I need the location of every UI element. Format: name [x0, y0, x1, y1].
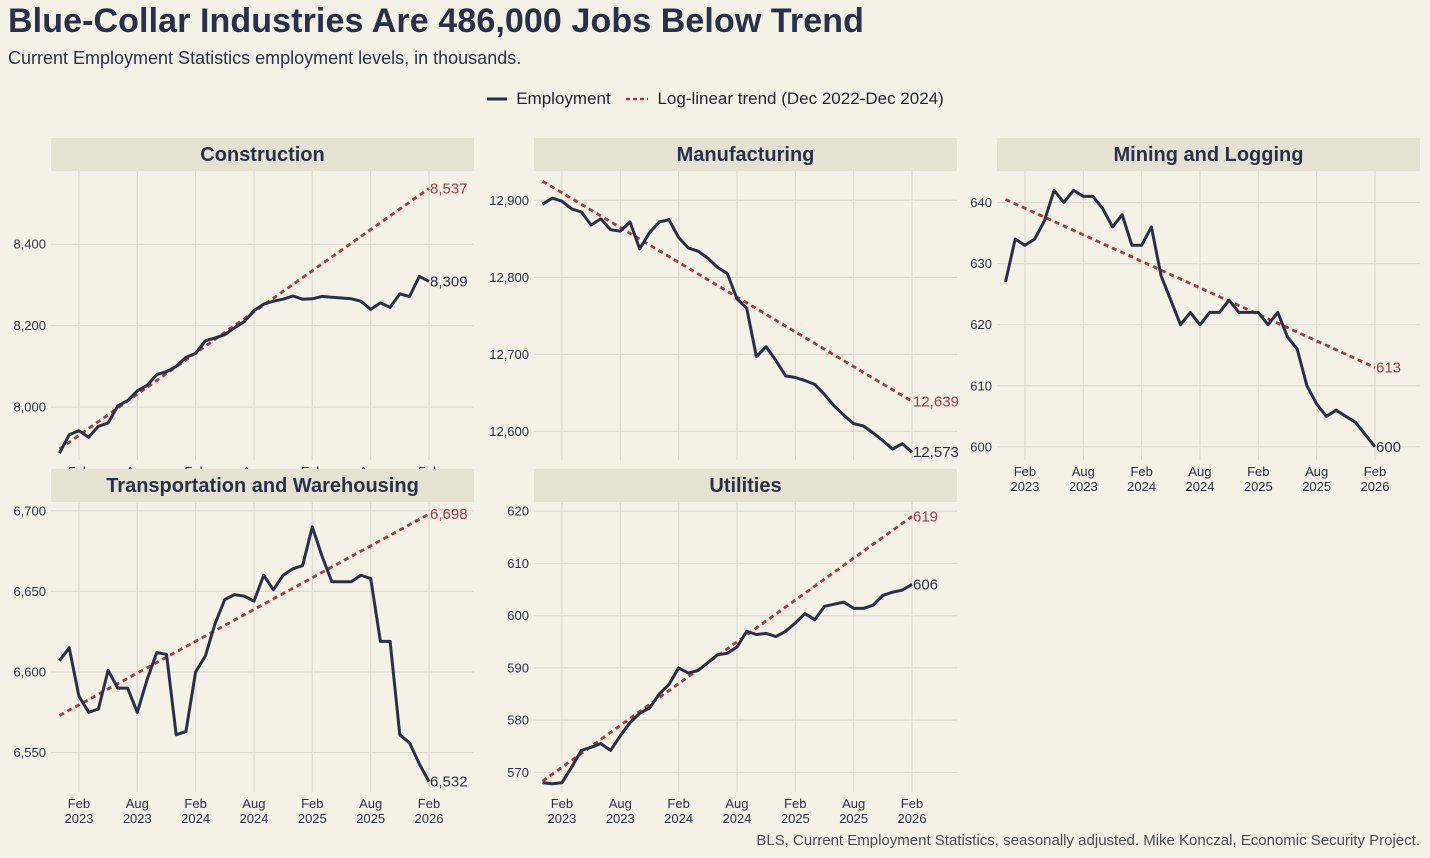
employment-line: [1004, 188, 1377, 448]
y-tick-label: 6,600: [13, 664, 46, 679]
legend-item-trend: Log-linear trend (Dec 2022-Dec 2024): [625, 89, 944, 109]
y-tick-label: 12,700: [489, 347, 529, 362]
trend-end-label: 6,698: [430, 506, 468, 523]
employment-line: [541, 196, 913, 454]
y-tick-label: 6,700: [13, 503, 46, 518]
trend-line: [541, 515, 913, 783]
y-tick-label: 580: [507, 713, 529, 728]
panel-title: Transportation and Warehousing: [106, 475, 419, 497]
y-tick-label: 8,000: [13, 400, 46, 415]
panel-title: Utilities: [709, 475, 781, 497]
trend-end-label: 12,639: [913, 393, 959, 410]
y-tick-label: 8,200: [13, 318, 46, 333]
legend: Employment Log-linear trend (Dec 2022-De…: [0, 89, 1430, 109]
chart-subtitle: Current Employment Statistics employment…: [8, 48, 522, 68]
employment-line: [58, 274, 430, 454]
trend-end-label: 619: [913, 508, 938, 525]
trend-line: [1004, 198, 1376, 369]
y-tick-label: 590: [507, 660, 529, 675]
y-tick-label: 620: [507, 504, 529, 519]
panel-strip: [51, 469, 474, 502]
panel-strip: [534, 469, 957, 502]
y-tick-label: 12,900: [489, 193, 529, 208]
employment-end-label: 8,309: [430, 273, 468, 290]
panel-mining-and-logging: Mining and Logging 600 610 620 630 640 Feb 2023…: [970, 138, 1420, 494]
y-tick-label: 600: [507, 608, 529, 623]
employment-end-label: 6,532: [430, 774, 468, 791]
y-tick-label: 610: [507, 556, 529, 571]
y-tick-label: 630: [970, 256, 992, 271]
employment-end-label: 606: [913, 576, 938, 593]
legend-item-employment: Employment: [486, 89, 611, 109]
chart-title: Blue-Collar Industries Are 486,000 Jobs …: [8, 2, 864, 40]
legend-trend-label: Log-linear trend (Dec 2022-Dec 2024): [657, 89, 944, 108]
y-tick-label: 620: [970, 317, 992, 332]
panel-title: Construction: [200, 144, 324, 166]
panel-transportation-and-warehousing: Transportation and Warehousing 6,550 6,600…: [13, 469, 474, 826]
trend-line: [541, 179, 913, 403]
employment-end-label: 600: [1376, 439, 1401, 456]
employment-line: [58, 525, 431, 783]
employment-line: [542, 583, 913, 786]
panel-manufacturing: Manufacturing 12,600 12,700 12,800 12,900 12,…: [489, 138, 959, 461]
panel-strip: [51, 138, 474, 171]
trend-end-label: 8,537: [430, 180, 468, 197]
legend-trend-swatch: [626, 97, 649, 101]
y-tick-label: 12,800: [489, 270, 529, 285]
y-tick-label: 640: [970, 195, 992, 210]
trend-line: [58, 512, 430, 717]
y-tick-label: 6,550: [13, 745, 46, 760]
employment-end-label: 12,573: [913, 444, 959, 461]
y-tick-label: 6,650: [13, 584, 46, 599]
panel-strip: [997, 138, 1420, 171]
panel-construction: Construction8,0008,2008,400Feb2023Aug202…: [13, 138, 474, 494]
trend-end-label: 613: [1376, 359, 1401, 376]
y-tick-label: 8,400: [13, 237, 46, 252]
y-tick-label: 570: [507, 765, 529, 780]
source-caption: BLS, Current Employment Statistics, seas…: [756, 832, 1420, 849]
panel-strip: [534, 138, 957, 171]
y-tick-label: 600: [970, 439, 992, 454]
panel-title: Mining and Logging: [1114, 144, 1304, 166]
y-tick-label: 610: [970, 378, 992, 393]
legend-employment-label: Employment: [516, 89, 611, 108]
panel-title: Manufacturing: [677, 144, 815, 166]
panel-utilities: Utilities 570 580 590 600 610 620 Feb 2023 Aug 202…: [507, 469, 957, 826]
y-tick-label: 12,600: [489, 424, 529, 439]
legend-employment-swatch: [487, 97, 508, 101]
